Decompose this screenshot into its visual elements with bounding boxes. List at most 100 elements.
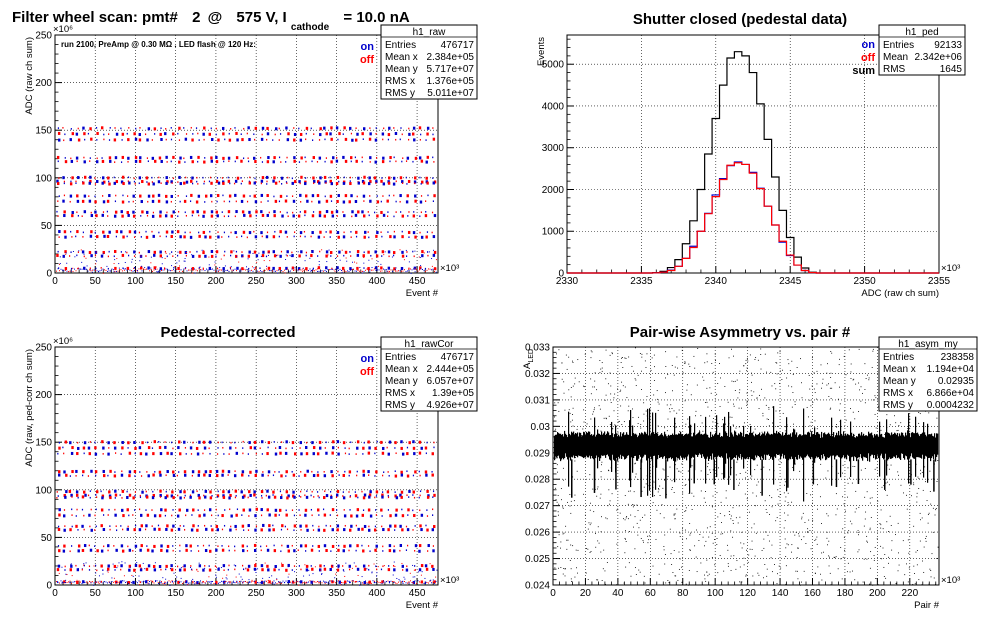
data-point bbox=[907, 539, 909, 541]
data-point bbox=[839, 386, 840, 388]
data-point bbox=[773, 417, 775, 419]
data-point bbox=[730, 555, 732, 557]
data-point bbox=[354, 270, 356, 272]
data-point bbox=[178, 440, 181, 444]
data-point bbox=[406, 183, 408, 185]
data-point bbox=[215, 155, 218, 159]
data-point bbox=[300, 175, 303, 179]
data-point bbox=[161, 269, 162, 271]
data-point bbox=[273, 214, 276, 218]
data-point bbox=[57, 250, 59, 253]
data-point bbox=[191, 490, 195, 494]
data-point bbox=[331, 446, 335, 450]
data-point bbox=[170, 568, 174, 572]
stats-value: 1.376e+05 bbox=[426, 76, 474, 87]
data-point bbox=[753, 523, 755, 525]
data-point bbox=[922, 560, 923, 562]
data-band bbox=[615, 425, 617, 473]
data-band bbox=[824, 432, 826, 457]
data-point bbox=[297, 214, 301, 218]
data-band bbox=[712, 434, 714, 454]
data-point bbox=[63, 452, 65, 455]
data-band bbox=[687, 434, 689, 457]
data-point bbox=[261, 473, 264, 477]
data-point bbox=[147, 579, 149, 581]
data-point bbox=[800, 539, 802, 541]
data-point bbox=[847, 482, 849, 484]
data-point bbox=[728, 511, 730, 512]
data-band bbox=[786, 417, 788, 492]
data-point bbox=[230, 266, 232, 268]
data-point bbox=[383, 254, 385, 256]
data-point bbox=[363, 524, 367, 528]
data-band bbox=[905, 432, 907, 456]
data-point bbox=[165, 474, 167, 477]
data-point bbox=[197, 183, 199, 185]
data-point bbox=[173, 269, 174, 271]
data-point bbox=[349, 251, 351, 253]
data-point bbox=[867, 541, 868, 543]
data-point bbox=[654, 448, 656, 450]
data-point bbox=[858, 549, 860, 551]
data-point bbox=[369, 514, 373, 518]
data-point bbox=[227, 179, 231, 183]
data-point bbox=[264, 580, 266, 582]
data-point bbox=[154, 159, 157, 163]
data-band bbox=[562, 434, 564, 458]
data-point bbox=[685, 433, 687, 435]
data-point bbox=[184, 267, 187, 269]
data-point bbox=[330, 182, 333, 186]
data-point bbox=[770, 557, 772, 559]
data-point bbox=[162, 577, 164, 579]
data-point bbox=[693, 355, 695, 357]
data-point bbox=[205, 582, 207, 584]
data-point bbox=[141, 180, 144, 184]
data-point bbox=[814, 392, 816, 394]
data-point bbox=[344, 580, 347, 584]
data-point bbox=[402, 569, 404, 571]
data-point bbox=[330, 470, 333, 474]
data-point bbox=[102, 253, 104, 255]
data-point bbox=[87, 446, 91, 450]
data-point bbox=[368, 270, 369, 272]
data-point bbox=[71, 508, 73, 511]
data-point bbox=[58, 473, 61, 477]
data-point bbox=[249, 176, 251, 179]
data-point bbox=[389, 524, 392, 528]
data-point bbox=[234, 127, 236, 129]
data-point bbox=[81, 495, 85, 499]
data-point bbox=[850, 377, 852, 379]
data-point bbox=[667, 580, 669, 581]
data-band bbox=[721, 436, 723, 457]
data-point bbox=[223, 215, 225, 218]
data-point bbox=[265, 175, 269, 179]
data-point bbox=[273, 254, 277, 258]
data-point bbox=[733, 405, 735, 407]
data-point bbox=[625, 357, 627, 359]
data-point bbox=[329, 132, 332, 136]
data-point bbox=[237, 582, 239, 584]
data-point bbox=[325, 132, 328, 136]
data-point bbox=[739, 370, 741, 372]
data-point bbox=[746, 357, 748, 359]
data-point bbox=[927, 522, 929, 524]
data-point bbox=[278, 200, 281, 203]
data-point bbox=[849, 571, 851, 573]
data-point bbox=[308, 581, 309, 583]
data-point bbox=[202, 230, 206, 234]
data-point bbox=[342, 211, 344, 213]
data-point bbox=[686, 389, 688, 391]
data-point bbox=[294, 582, 296, 584]
data-band bbox=[583, 431, 585, 459]
data-point bbox=[190, 565, 192, 567]
data-point bbox=[166, 211, 168, 214]
data-band bbox=[897, 433, 899, 459]
data-point bbox=[70, 230, 72, 233]
data-point bbox=[762, 415, 764, 417]
data-band bbox=[813, 434, 815, 460]
data-band bbox=[662, 434, 664, 459]
data-point bbox=[380, 231, 382, 234]
data-point bbox=[766, 445, 768, 447]
data-point bbox=[369, 127, 371, 129]
data-point bbox=[260, 545, 262, 548]
